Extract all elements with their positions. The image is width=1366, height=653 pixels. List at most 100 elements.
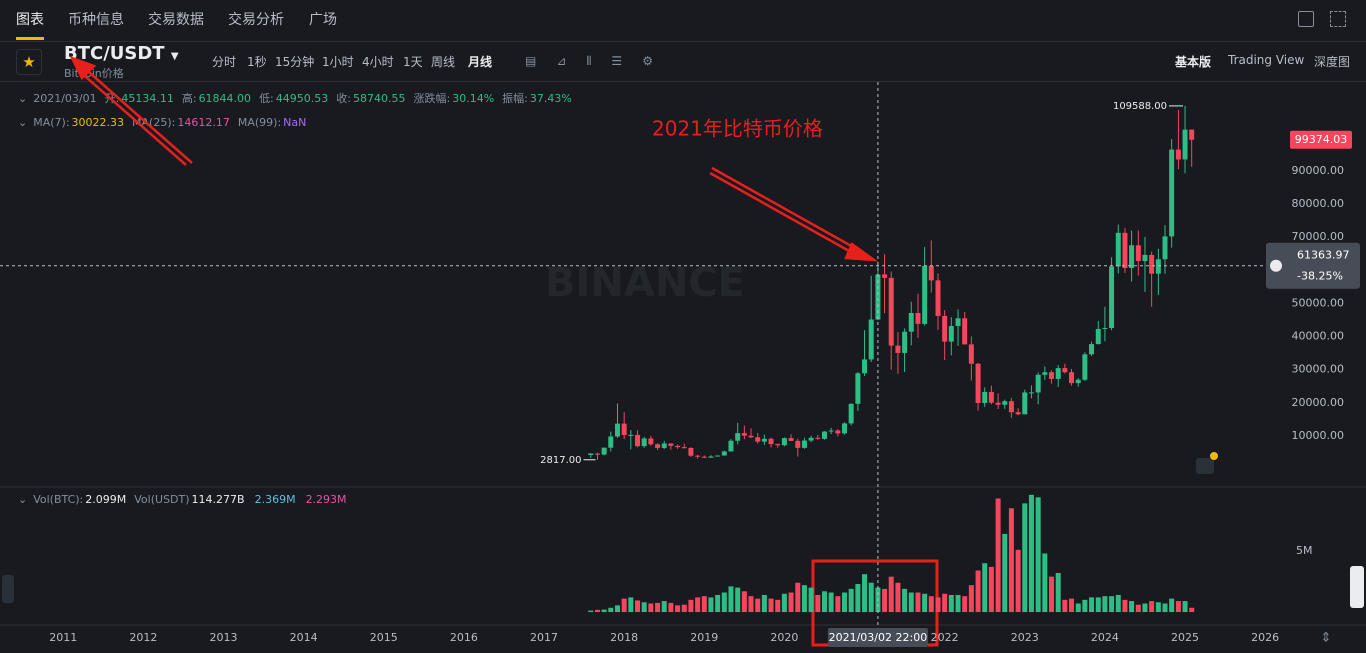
view-button[interactable]: 基本版 xyxy=(1175,55,1212,69)
volume-bar xyxy=(1028,494,1034,613)
candle-body xyxy=(788,438,794,441)
volume-bar xyxy=(842,592,848,613)
candle-body xyxy=(815,437,821,439)
legend-label: 高: xyxy=(181,92,197,105)
interval-button[interactable]: 1秒 xyxy=(247,55,267,69)
interval-button[interactable]: 15分钟 xyxy=(275,55,315,69)
x-tick-label: 2013 xyxy=(210,631,238,644)
candle-body xyxy=(601,447,607,455)
interval-button[interactable]: 1小时 xyxy=(322,55,354,69)
candle-body xyxy=(1162,236,1168,260)
candle-body xyxy=(1035,374,1041,393)
interval-button[interactable]: 4小时 xyxy=(362,55,394,69)
interval-button[interactable]: 1天 xyxy=(403,55,423,69)
nav-tab[interactable]: 图表 xyxy=(16,9,44,40)
candle-body xyxy=(821,431,827,439)
candle-body xyxy=(648,438,654,445)
symbol[interactable]: BTC/USDT ▼ xyxy=(64,43,179,64)
x-tick-label: 2014 xyxy=(290,631,318,644)
candle-body xyxy=(1155,259,1161,274)
nav-tab[interactable]: 交易分析 xyxy=(228,12,284,28)
volume-bar xyxy=(601,609,607,613)
candle-body xyxy=(1002,401,1008,405)
candle-body xyxy=(1129,245,1135,269)
volume-bar xyxy=(1189,607,1195,613)
candle-body xyxy=(1069,372,1075,384)
candle-body xyxy=(695,455,701,457)
candle-body xyxy=(935,280,941,316)
candle-body xyxy=(1048,372,1054,379)
volume-bar xyxy=(1109,596,1115,613)
volume-bar xyxy=(815,594,821,613)
volume-bar xyxy=(1129,601,1135,613)
volume-bar xyxy=(1169,598,1175,613)
nav-tab[interactable]: 币种信息 xyxy=(68,12,124,28)
tool-icons[interactable]: ▤⊿⫴☰⚙ xyxy=(525,54,673,68)
volume-bar xyxy=(855,583,861,613)
legend-label: MA(7): xyxy=(33,116,70,129)
x-tick-label: 2012 xyxy=(129,631,157,644)
candle-body xyxy=(875,274,881,320)
legend-value: 114.277B xyxy=(191,493,245,506)
volume-bar xyxy=(1022,503,1028,613)
candle-body xyxy=(715,455,721,457)
view-button[interactable]: 深度图 xyxy=(1314,55,1351,69)
candle-body xyxy=(1095,328,1101,345)
fullscreen-icon[interactable] xyxy=(1298,11,1314,27)
legend-value: 2.369M xyxy=(254,493,296,506)
volume-bar xyxy=(615,605,621,613)
volume-bar xyxy=(768,598,774,613)
axis-settings[interactable]: ⇕ xyxy=(1321,631,1332,646)
interval-button[interactable]: 月线 xyxy=(468,55,493,69)
volume-bar xyxy=(995,498,1001,613)
volume-bar xyxy=(1002,533,1008,613)
volume-bar xyxy=(908,592,914,613)
volume-bar xyxy=(795,582,801,613)
candle-body xyxy=(895,345,901,353)
volume-bar xyxy=(821,591,827,613)
favorite-star[interactable]: ★ xyxy=(16,49,42,75)
interval-button[interactable]: 分时 xyxy=(212,55,237,69)
nav-tab[interactable]: 交易数据 xyxy=(148,12,204,28)
candle-body xyxy=(721,451,727,456)
layout-icon[interactable] xyxy=(1330,11,1346,27)
candle-body xyxy=(1082,354,1088,380)
candle-body xyxy=(768,438,774,445)
scroll-handle[interactable] xyxy=(1350,566,1364,608)
volume-bar xyxy=(608,607,614,613)
legend-value: 61844.00 xyxy=(198,92,252,105)
crosshair-plus xyxy=(1270,259,1282,272)
legend-value: 14612.17 xyxy=(177,116,230,129)
legend-value: NaN xyxy=(283,116,307,129)
view-button[interactable]: Trading View xyxy=(1228,53,1305,67)
crosshair-time: 2021/03/02 22:00 xyxy=(829,631,928,644)
volume-bar xyxy=(848,588,854,613)
candle-body xyxy=(1102,327,1108,329)
candle-body xyxy=(1122,232,1128,269)
candle-body xyxy=(848,403,854,424)
candle-body xyxy=(1022,392,1028,415)
candle-body xyxy=(635,434,641,447)
interval-button[interactable]: 周线 xyxy=(431,55,456,69)
arrows xyxy=(69,55,879,262)
volume-bar xyxy=(955,594,961,613)
volume-bar xyxy=(935,597,941,613)
nav-tab[interactable]: 广场 xyxy=(309,12,337,28)
candle-body xyxy=(735,433,741,441)
candle-body xyxy=(1028,392,1034,394)
volume-bar xyxy=(1008,508,1014,613)
candle-body xyxy=(1189,129,1195,140)
last-price-box xyxy=(1290,130,1352,149)
candle-body xyxy=(962,318,968,345)
volume-bar xyxy=(1055,572,1061,613)
candle-body xyxy=(868,319,874,360)
candle-body xyxy=(588,453,594,455)
notes-icon[interactable] xyxy=(1196,458,1214,474)
symbol-text: BTC/USDT xyxy=(64,43,165,64)
volume-bar xyxy=(708,597,714,613)
volume-bar xyxy=(948,594,954,613)
candle-body xyxy=(882,274,888,278)
collapse-button[interactable] xyxy=(2,575,14,603)
volume-bar xyxy=(902,588,908,613)
volume-bar xyxy=(962,596,968,613)
